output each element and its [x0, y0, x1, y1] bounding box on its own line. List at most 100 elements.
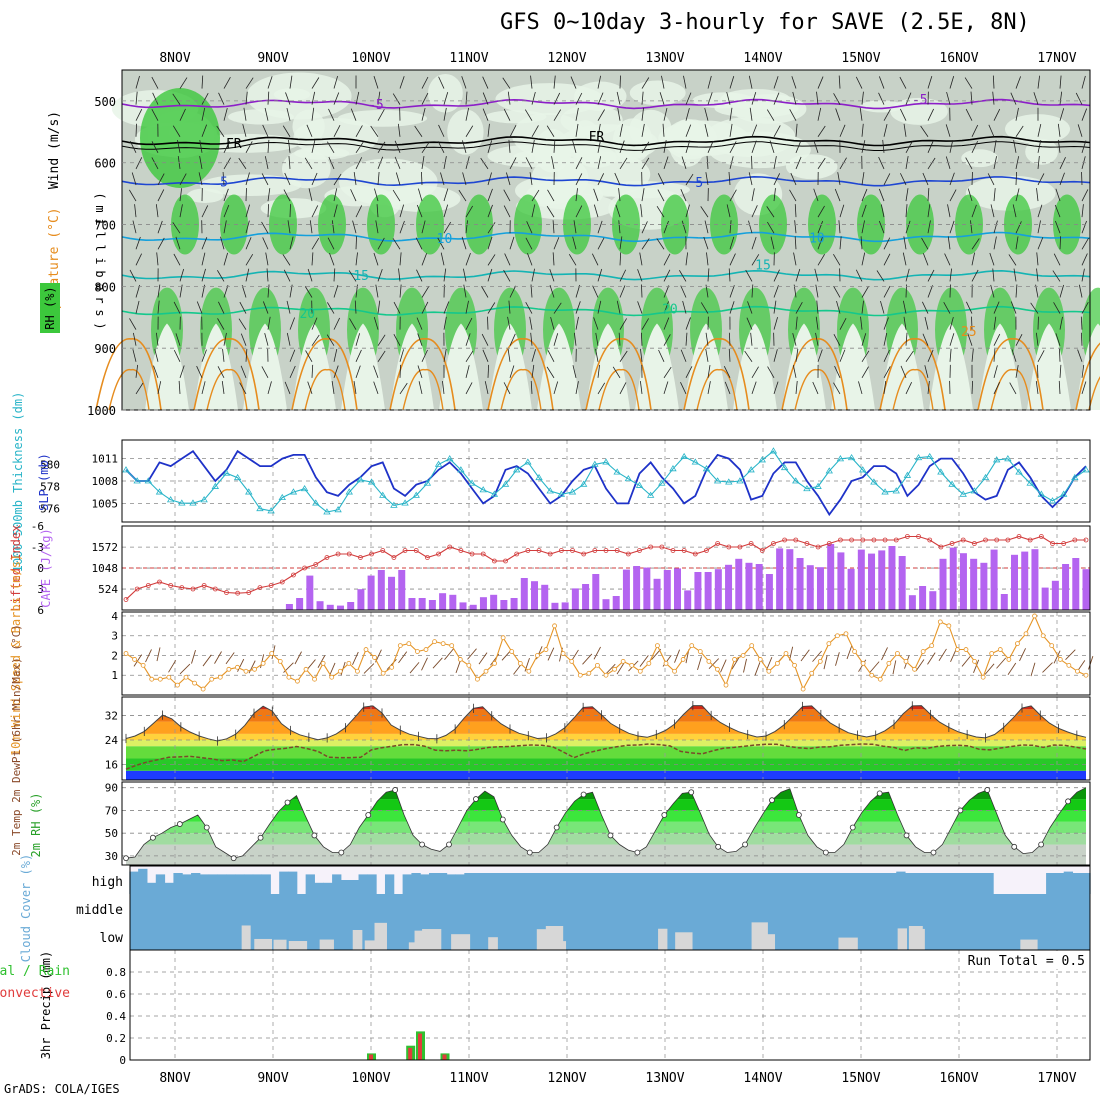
- ylabel-char: i: [93, 257, 107, 264]
- cape-bar: [909, 595, 916, 610]
- cape-bar: [470, 605, 477, 610]
- wind-speed-point: [227, 667, 231, 671]
- cloud-high-bar: [614, 873, 623, 894]
- temp-band: [122, 734, 1090, 740]
- pressure-tick-label: 600: [94, 157, 116, 171]
- cloud-row-label: low: [100, 931, 124, 946]
- wind-speed-point: [450, 644, 454, 648]
- cape-bar: [582, 584, 589, 610]
- cloud-high-bar: [235, 874, 244, 894]
- top-date-label: 10NOV: [351, 51, 390, 66]
- cloud-low-gap: [1020, 940, 1037, 950]
- cloud-high-bar: [138, 869, 147, 894]
- rh-point: [393, 787, 398, 792]
- cloud-high-bar: [182, 874, 191, 894]
- wind-barb-10m: [916, 660, 924, 672]
- wind-speed-point: [407, 642, 411, 646]
- rh-point: [635, 850, 640, 855]
- cape-bar: [347, 602, 354, 610]
- cape-bar: [827, 544, 834, 610]
- rh-point: [1039, 842, 1044, 847]
- cloud-low-gap: [752, 922, 768, 950]
- wind-speed-point: [973, 659, 977, 663]
- wind-barb-10m: [1020, 648, 1026, 661]
- cloud-high-bar: [350, 880, 359, 894]
- ylabel-char: l: [93, 231, 107, 238]
- wind-barb-10m: [1089, 656, 1093, 669]
- wind-speed-point: [415, 650, 419, 654]
- wind-tick-label: 2: [111, 649, 118, 662]
- cape-bar: [286, 604, 293, 610]
- wind-speed-point: [964, 648, 968, 652]
- contour-label: 20: [662, 303, 678, 318]
- rh-tick-label: 70: [105, 804, 118, 817]
- temp-fill-group: [122, 697, 1090, 780]
- cloud-high-bar: [253, 874, 262, 894]
- slp-tick-label: 1008: [92, 475, 119, 488]
- cape-tick-label: 1048: [92, 562, 119, 575]
- wind-barb-10m: [698, 656, 702, 669]
- wind-speed-point: [613, 667, 617, 671]
- cloud-high-bar: [482, 873, 491, 894]
- rh-point: [931, 850, 936, 855]
- top-date-label: 12NOV: [547, 51, 586, 66]
- rh-fill-group: [122, 782, 1090, 865]
- rh-point: [554, 825, 559, 830]
- wind-speed-point: [895, 652, 899, 656]
- cape-bar: [684, 590, 691, 610]
- contour-label: 5: [695, 176, 703, 191]
- cloud-high-bar: [597, 873, 606, 894]
- bottom-date-label: 13NOV: [645, 1071, 684, 1086]
- rh-point: [527, 850, 532, 855]
- wind-speed-point: [141, 663, 145, 667]
- cape-bar: [1001, 594, 1008, 610]
- cape-bar: [1072, 558, 1079, 610]
- cape-bar: [725, 565, 732, 610]
- cloud-low-gap: [675, 932, 692, 950]
- rh-point: [150, 835, 155, 840]
- ylabel-char: m: [93, 205, 107, 212]
- rh-point: [877, 791, 882, 796]
- wind-speed-point: [1024, 632, 1028, 636]
- cape-bar: [429, 600, 436, 610]
- cape-tick-label: 1572: [92, 541, 119, 554]
- cape-bar: [674, 568, 681, 610]
- wind-speed-point: [150, 677, 154, 681]
- wind-speed-point: [364, 648, 368, 652]
- wind-barb-10m: [675, 650, 680, 663]
- wind-barb-10m: [939, 649, 946, 661]
- wind-barb: [641, 285, 642, 298]
- cloud-high-bar: [314, 883, 323, 894]
- cloud-high-bar: [808, 873, 817, 894]
- precip-panel-frame: [130, 950, 1090, 1060]
- wind-speed-point: [458, 657, 462, 661]
- cape-bar: [398, 570, 405, 610]
- rh-tick-label: 30: [105, 850, 118, 863]
- cape-bar: [603, 599, 610, 610]
- bottom-date-label: 10NOV: [351, 1071, 390, 1086]
- wind-barb: [487, 317, 488, 330]
- cloud-high-bar: [958, 873, 967, 894]
- contour-label: FR: [226, 137, 242, 152]
- wind-speed-point: [810, 671, 814, 675]
- cloud-high-bar: [940, 873, 949, 894]
- cape-bar: [940, 559, 947, 610]
- cape-bar: [991, 550, 998, 610]
- cloud-high-bar: [570, 873, 579, 894]
- wind-barb-10m: [192, 650, 196, 663]
- wind-barb-10m: [594, 647, 601, 659]
- wind-speed-point: [124, 652, 128, 656]
- wind-barb-10m: [847, 646, 852, 659]
- cloud-high-bar: [799, 873, 808, 894]
- wind-tick-label: 3: [111, 630, 118, 643]
- cape-bar: [756, 564, 763, 610]
- cape-bar: [643, 568, 650, 610]
- wind-speed-point: [758, 657, 762, 661]
- cloud-low-gap: [546, 926, 563, 950]
- cloud-high-bar: [588, 873, 597, 894]
- precip-tick-label: 0: [119, 1054, 126, 1067]
- rh-point: [420, 842, 425, 847]
- wind-speed-point: [741, 653, 745, 657]
- cloud-low-gap: [451, 934, 470, 950]
- wind-speed-point: [673, 669, 677, 673]
